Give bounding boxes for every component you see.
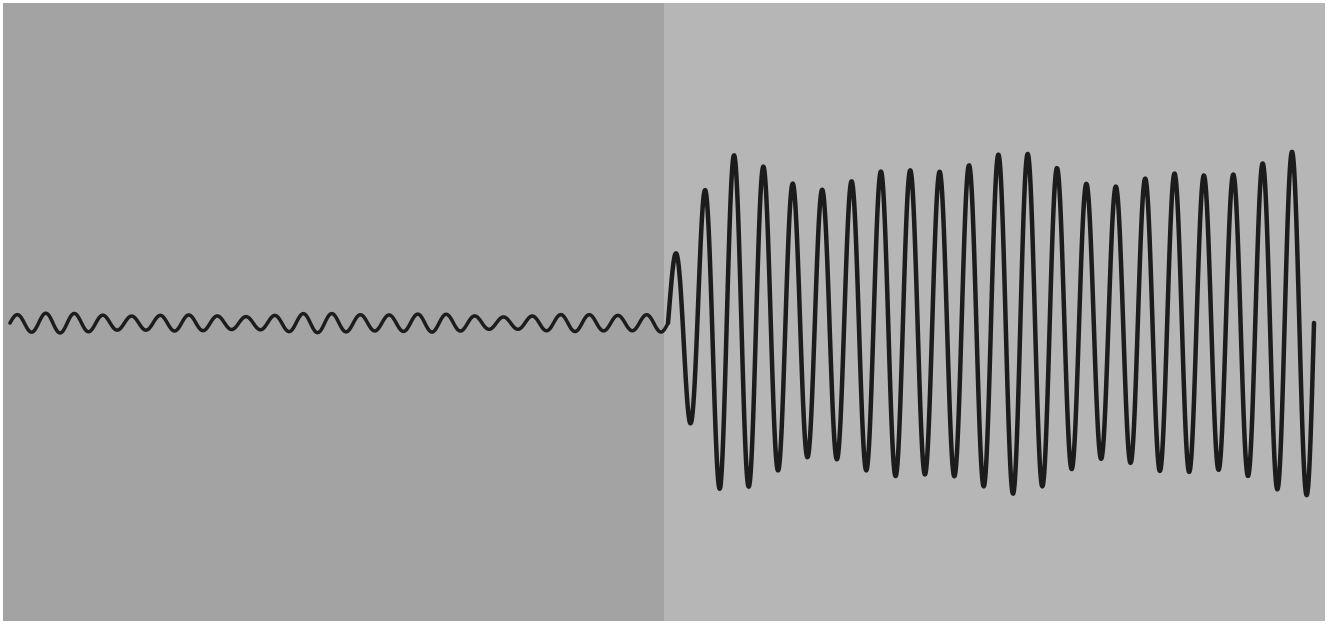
left-panel-low-amplitude-region — [3, 3, 664, 621]
right-panel-high-amplitude-region — [664, 3, 1325, 621]
high-amplitude-waveform — [665, 149, 1317, 498]
low-amplitude-waveform — [8, 311, 670, 335]
